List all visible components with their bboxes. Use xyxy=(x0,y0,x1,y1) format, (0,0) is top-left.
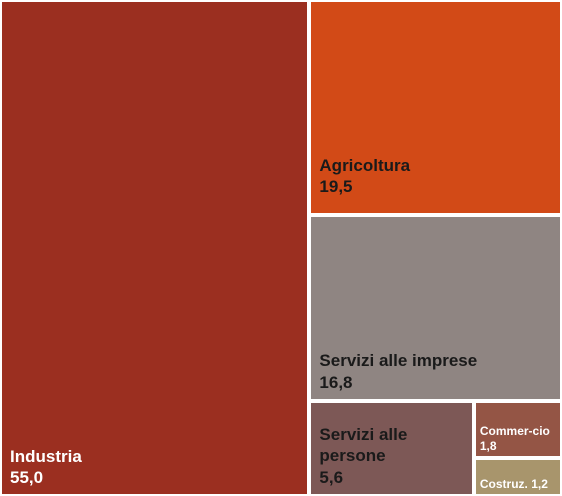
value-label: 5,6 xyxy=(319,467,344,487)
value-label: 1,8 xyxy=(479,438,497,453)
tile: Commer-cio 1,8 xyxy=(473,400,562,458)
tile-label: Costruz. 1,2 xyxy=(480,477,556,492)
tile: Industria 55,0 xyxy=(0,0,310,496)
category-name: Costruz. xyxy=(479,476,528,491)
value-label: 55,0 xyxy=(10,467,44,487)
tile-label: Servizi alle persone 5,6 xyxy=(319,424,467,488)
tile-label: Agricoltura 19,5 xyxy=(319,155,556,198)
value-label: 19,5 xyxy=(319,177,353,197)
category-name: Agricoltura xyxy=(319,155,411,175)
value-label: 16,8 xyxy=(319,372,353,392)
category-name: Industria xyxy=(10,446,82,466)
category-name: Servizi alle imprese xyxy=(319,351,478,371)
tile: Servizi alle persone 5,6 xyxy=(309,400,474,496)
tile-label: Commer-cio 1,8 xyxy=(480,424,556,454)
tile: Costruz. 1,2 xyxy=(473,457,562,496)
tile-label: Industria 55,0 xyxy=(10,446,303,489)
category-name: Servizi alle persone xyxy=(319,425,408,466)
tile-label: Servizi alle imprese 16,8 xyxy=(319,350,556,393)
tile: Agricoltura 19,5 xyxy=(309,0,562,216)
tile: Servizi alle imprese 16,8 xyxy=(309,215,562,401)
value-label: 1,2 xyxy=(531,476,548,491)
category-name: Commer-cio xyxy=(479,423,550,438)
